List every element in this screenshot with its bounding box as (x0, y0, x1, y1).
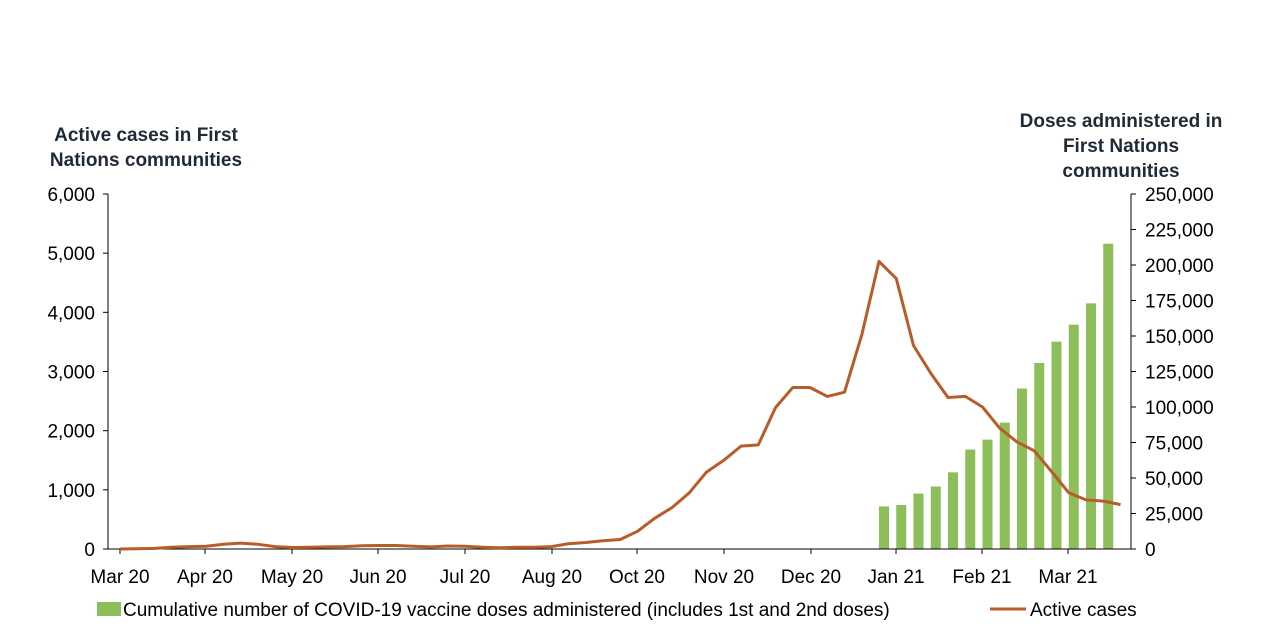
right-tick-label: 125,000 (1145, 363, 1214, 384)
x-tick-label: Dec 20 (781, 567, 841, 588)
right-tick-label: 25,000 (1145, 505, 1203, 526)
vaccine-bar (965, 449, 976, 549)
vaccine-bar (1086, 303, 1096, 549)
line-series (119, 259, 1121, 551)
right-tick-label: 75,000 (1145, 434, 1203, 455)
vaccine-bar (896, 504, 907, 549)
x-tick-label: Jun 20 (349, 567, 406, 588)
left-axis-title-line-2: Nations communities (50, 150, 242, 171)
right-tick-label: 50,000 (1145, 469, 1203, 490)
right-axis-title: Doses administered in First Nations comm… (1020, 111, 1223, 182)
active-cases-line (119, 259, 1121, 551)
right-tick-label: 200,000 (1145, 256, 1214, 277)
vaccine-bar (1017, 388, 1027, 549)
tick-labels: 0 1,000 2,000 3,000 4,000 5,000 6,000 0 25,000 50… (47, 185, 1213, 588)
vaccine-bar (1103, 243, 1114, 549)
left-axis-title: Active cases in First Nations communitie… (50, 125, 242, 171)
x-tick-label: Mar 20 (90, 567, 149, 588)
left-tick-label: 3,000 (47, 363, 95, 384)
x-tick-label: Oct 20 (609, 567, 665, 588)
left-axis-title-line-1: Active cases in First (54, 125, 238, 146)
left-tick-label: 2,000 (47, 422, 95, 443)
legend: Cumulative number of COVID-19 vaccine do… (97, 600, 1137, 621)
x-tick-label: Jul 20 (440, 567, 491, 588)
right-axis-title-line-3: communities (1062, 161, 1179, 182)
right-tick-label: 150,000 (1145, 327, 1214, 348)
right-tick-label: 100,000 (1145, 398, 1214, 419)
left-tick-label: 5,000 (47, 244, 95, 265)
left-tick-label: 4,000 (47, 303, 95, 324)
legend-bar-swatch (97, 602, 121, 616)
legend-line-label: Active cases (1030, 600, 1137, 621)
vaccine-bar (1051, 341, 1062, 549)
vaccine-bar (999, 422, 1010, 549)
right-tick-label: 225,000 (1145, 221, 1214, 242)
vaccine-bar (879, 506, 889, 549)
vaccine-bar (1068, 324, 1079, 549)
x-tick-label: Feb 21 (952, 567, 1011, 588)
right-axis-title-line-1: Doses administered in (1020, 111, 1223, 132)
x-tick-label: Apr 20 (177, 567, 233, 588)
x-tick-label: Mar 21 (1038, 567, 1097, 588)
x-tick-label: Aug 20 (522, 567, 582, 588)
left-tick-label: 0 (84, 540, 95, 561)
x-tick-label: Nov 20 (694, 567, 754, 588)
x-tick-label: Jan 21 (867, 567, 924, 588)
bar-series (879, 243, 1114, 549)
axes (103, 193, 1136, 554)
vaccine-bar (948, 472, 958, 549)
vaccine-bar (913, 493, 924, 549)
left-tick-label: 6,000 (47, 185, 95, 206)
right-tick-label: 0 (1145, 540, 1156, 561)
right-tick-label: 250,000 (1145, 185, 1214, 206)
x-tick-label: May 20 (261, 567, 323, 588)
left-tick-label: 1,000 (47, 481, 95, 502)
right-tick-label: 175,000 (1145, 292, 1214, 313)
right-axis-title-line-2: First Nations (1063, 136, 1179, 157)
vaccine-bar (930, 486, 941, 549)
vaccine-bar (982, 439, 993, 549)
legend-bar-label: Cumulative number of COVID-19 vaccine do… (123, 600, 890, 621)
